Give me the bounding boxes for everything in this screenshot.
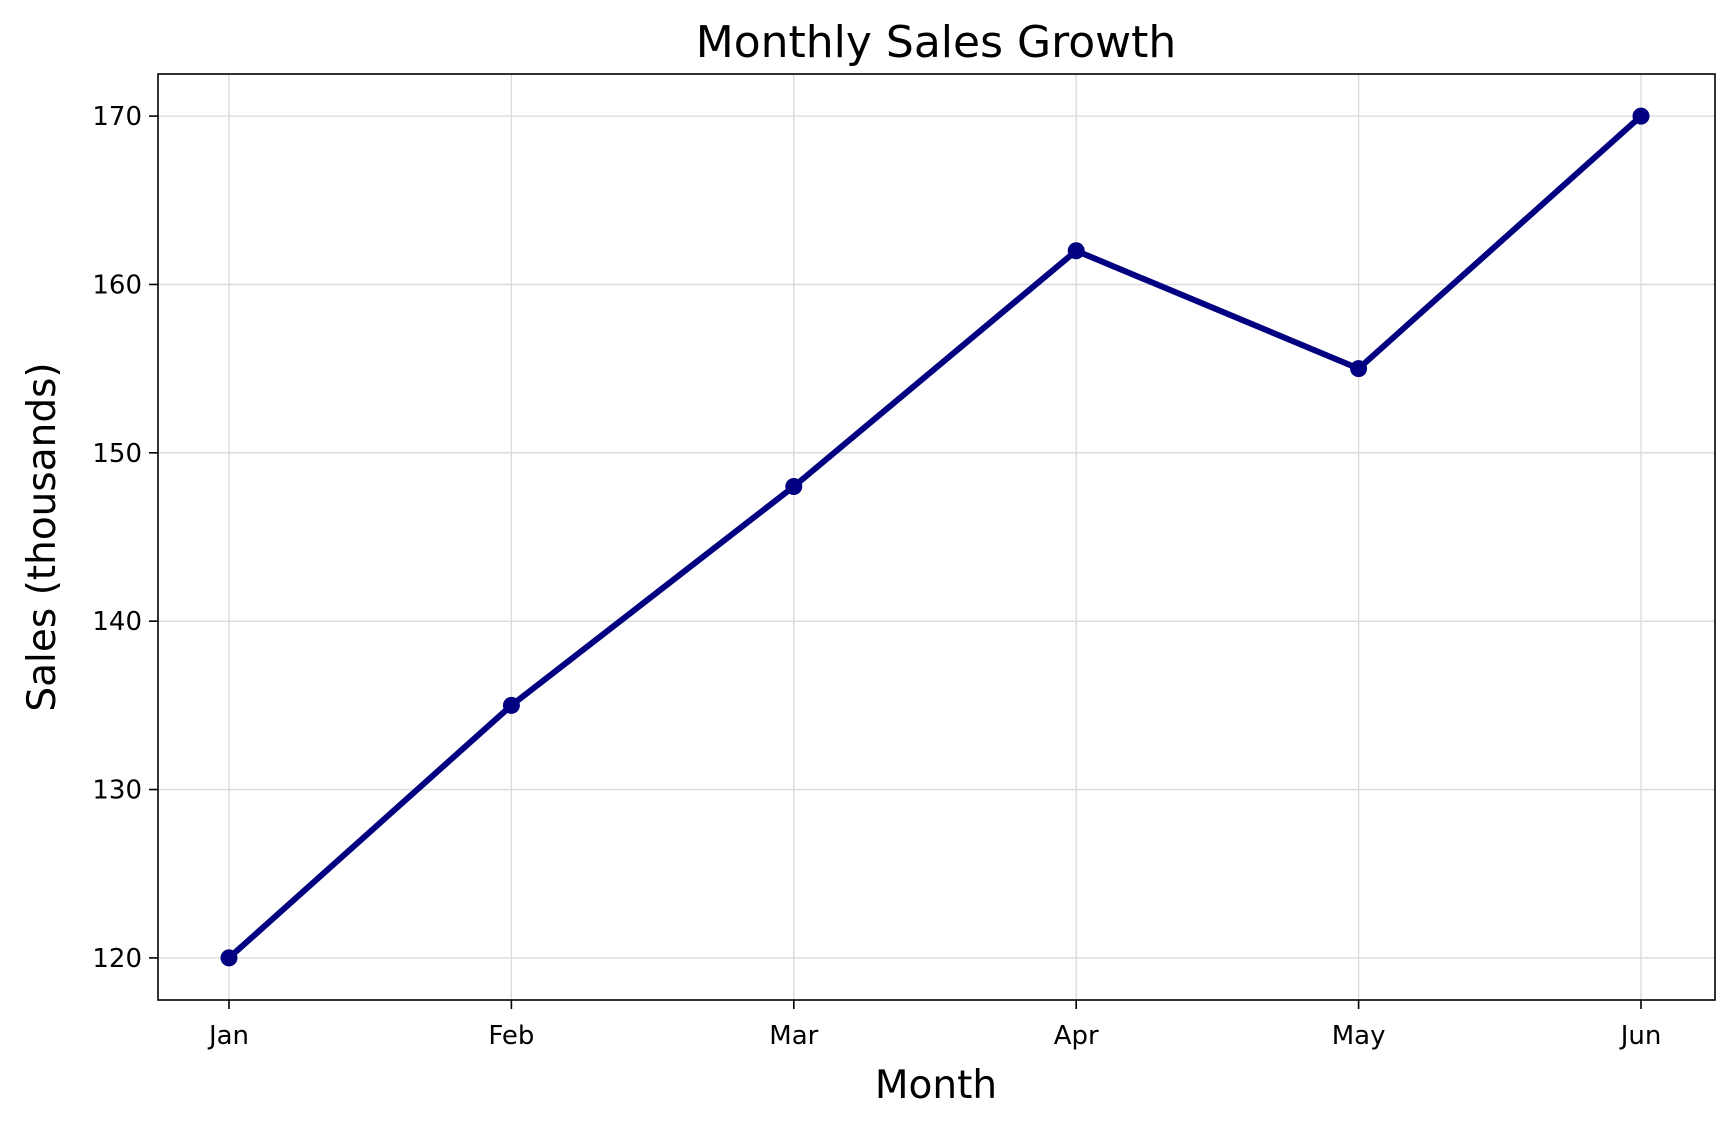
data-point-jan	[220, 949, 238, 967]
series-line-group	[220, 107, 1650, 967]
y-tick-label: 120	[92, 944, 142, 974]
data-point-apr	[1067, 242, 1085, 260]
x-tick-label: May	[1332, 1021, 1386, 1051]
data-point-mar	[785, 477, 803, 495]
series-line	[226, 113, 1644, 961]
x-tick-label: Jun	[1619, 1021, 1662, 1051]
x-tick-label: Feb	[488, 1021, 534, 1051]
x-axis-title: Month	[875, 1063, 997, 1108]
x-tick-label: Apr	[1054, 1021, 1099, 1051]
data-point-may	[1350, 360, 1368, 378]
x-axis-ticks: Jan Feb Mar Apr May Jun	[207, 1000, 1661, 1051]
data-point-jun	[1632, 107, 1650, 125]
y-axis-ticks: 120 130 140 150 160 170	[92, 102, 158, 974]
y-tick-label: 160	[92, 270, 142, 300]
data-point-feb	[502, 696, 520, 714]
x-tick-label: Jan	[207, 1021, 249, 1051]
y-tick-label: 150	[92, 439, 142, 469]
y-tick-label: 130	[92, 776, 142, 806]
y-tick-label: 170	[92, 102, 142, 132]
plot-area-frame	[157, 73, 1716, 1001]
y-axis-title: Sales (thousands)	[20, 362, 65, 711]
x-tick-label: Mar	[769, 1021, 818, 1051]
y-tick-label: 140	[92, 607, 142, 637]
chart-title: Monthly Sales Growth	[696, 17, 1177, 68]
